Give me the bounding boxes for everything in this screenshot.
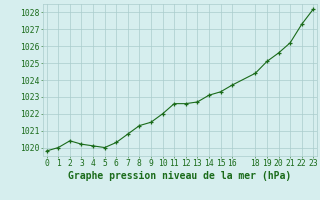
X-axis label: Graphe pression niveau de la mer (hPa): Graphe pression niveau de la mer (hPa) bbox=[68, 171, 292, 181]
